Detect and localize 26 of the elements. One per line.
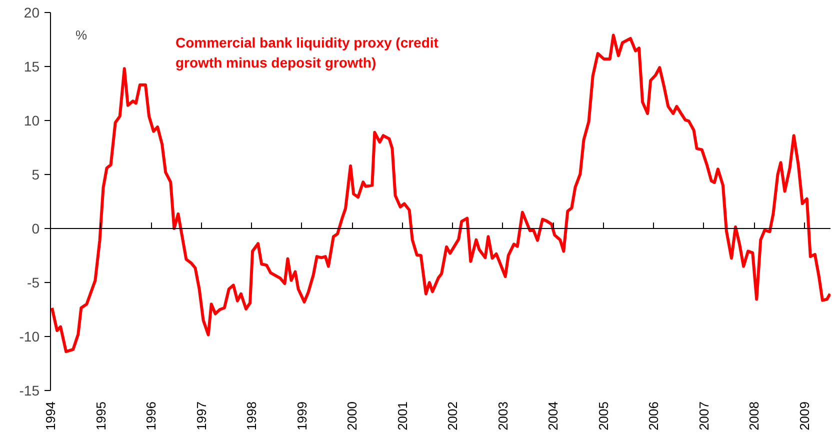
y-tick-label: 0	[32, 220, 40, 236]
x-tick-label: 2000	[344, 402, 360, 430]
x-tick-label: 2004	[546, 402, 561, 430]
y-tick-label: -5	[27, 274, 40, 290]
x-tick-label: 1994	[43, 402, 58, 430]
y-tick-label: 5	[32, 166, 40, 182]
y-tick-label: -10	[19, 328, 40, 344]
x-tick-label: 2009	[796, 402, 812, 430]
x-tick-label: 2007	[696, 402, 712, 430]
x-tick-label: 2003	[495, 402, 510, 430]
y-tick-label: 20	[24, 4, 40, 20]
text: Commercial bank liquidity proxy (credit growth minus deposit growth)	[176, 34, 439, 70]
y-tick-label: 10	[24, 112, 40, 128]
y-tick-label: -15	[19, 382, 40, 398]
x-tick-label: 1999	[294, 402, 310, 430]
x-tick-label: 1996	[144, 402, 159, 430]
x-tick-label: 2008	[746, 402, 762, 430]
x-tick-label: 2001	[394, 402, 410, 430]
y-axis-title: %	[76, 28, 88, 42]
x-tick-label: 1997	[194, 402, 209, 430]
x-tick-label: 2006	[646, 402, 662, 430]
x-tick-label: 2005	[596, 402, 611, 430]
x-tick-label: 2002	[445, 402, 460, 430]
x-tick-label: 1998	[244, 402, 260, 430]
x-tick-label: 1995	[93, 402, 108, 430]
y-tick-label: 15	[24, 58, 40, 74]
